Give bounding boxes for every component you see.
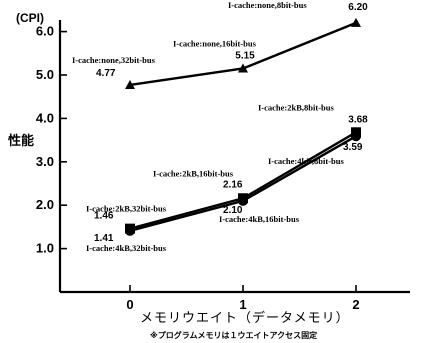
- footnote: ※プログラムメモリは１ウエイトアクセス固定: [150, 330, 317, 340]
- point-label: I-cache:2kB,32bit-bus: [86, 204, 167, 214]
- triangle-marker: [238, 63, 248, 73]
- data-value-label: 2.10: [223, 205, 243, 216]
- point-labels: I-cache:none,32bit-bus 4.77 I-cache:none,1…: [72, 0, 368, 253]
- data-value-label: 4.77: [96, 68, 116, 79]
- circle-marker: [125, 225, 135, 236]
- y-tick-label: 3.0: [36, 154, 54, 169]
- y-tick-label: 5.0: [36, 67, 54, 82]
- x-tick-label: 2: [352, 297, 359, 312]
- y-tick-label: 1.0: [36, 241, 54, 256]
- y-tick-label: 4.0: [36, 110, 54, 125]
- point-label: I-cache:4kB,16bit-bus: [219, 214, 300, 224]
- point-label: I-cache:none,8bit-bus: [228, 0, 307, 10]
- data-value-label: 1.41: [94, 233, 114, 244]
- data-value-label: 3.59: [343, 142, 363, 153]
- x-tick-label: 1: [239, 297, 246, 312]
- point-label: I-cache:2kB,16bit-bus: [153, 168, 234, 178]
- data-value-label: 6.20: [348, 2, 368, 13]
- x-axis-title: メモリウエイト（データメモリ）: [140, 310, 350, 326]
- point-label: I-cache:2kB,8bit-bus: [258, 102, 334, 112]
- data-value-label: 2.16: [223, 179, 243, 190]
- point-label: I-cache:none,32bit-bus: [72, 55, 156, 65]
- circle-marker: [351, 131, 361, 142]
- data-value-label: 3.68: [348, 114, 368, 125]
- axes: [58, 20, 410, 294]
- circle-marker: [238, 195, 248, 206]
- series-lines: [125, 17, 361, 236]
- x-tick-label: 0: [126, 297, 133, 312]
- y-ticks: 1.0 2.0 3.0 4.0 5.0 6.0: [36, 24, 67, 256]
- y-unit-label: (CPI): [16, 11, 44, 25]
- x-ticks: 0 1 2: [126, 285, 360, 312]
- point-label: I-cache:none,16bit-bus: [173, 38, 257, 48]
- data-value-label: 1.46: [94, 211, 114, 222]
- y-tick-label: 6.0: [36, 24, 54, 39]
- point-label: I-cache:4kB,32bit-bus: [86, 243, 167, 253]
- triangle-marker: [125, 79, 135, 89]
- point-label: I-cache:4kB,8bit-bus: [268, 156, 344, 166]
- triangle-marker: [351, 17, 361, 27]
- data-value-label: 5.15: [235, 50, 255, 61]
- y-axis-title: 性能: [8, 133, 34, 149]
- y-tick-label: 2.0: [36, 197, 54, 212]
